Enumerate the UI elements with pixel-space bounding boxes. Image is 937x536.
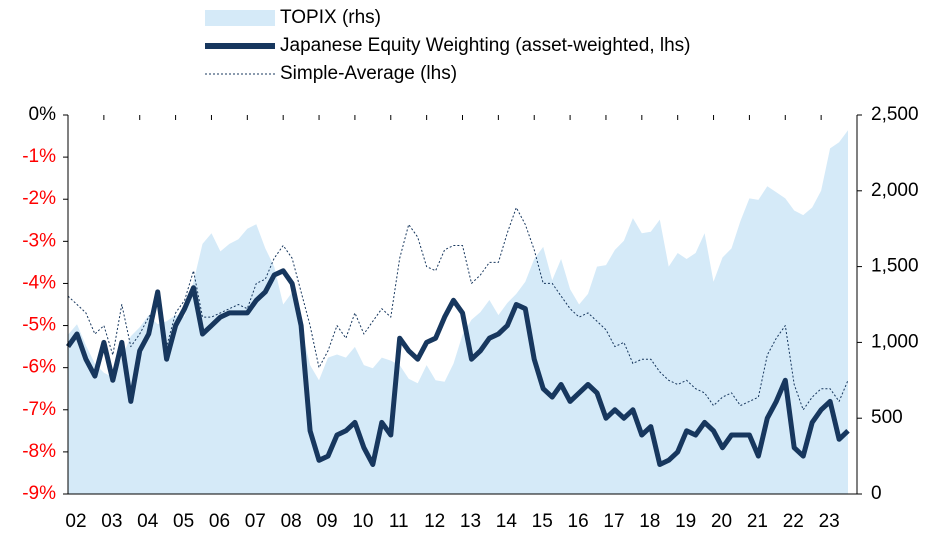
- y-tick-label: -5%: [22, 315, 56, 336]
- weighting-line: [65, 268, 850, 467]
- legend-label: Simple-Average (lhs): [280, 63, 457, 84]
- x-tick-label: 03: [101, 511, 122, 532]
- x-tick-label: 08: [281, 511, 302, 532]
- x-tick-label: 23: [819, 511, 840, 532]
- y2-tick-label: 2,000: [871, 180, 919, 201]
- y2-tick-label: 500: [871, 407, 903, 428]
- x-tick-label: 16: [568, 511, 589, 532]
- y2-tick-label: 1,000: [871, 331, 919, 352]
- y-tick-label: 0%: [29, 104, 57, 125]
- x-tick-label: 12: [424, 511, 445, 532]
- x-tick-label: 13: [460, 511, 481, 532]
- simple-average-line: [67, 207, 849, 411]
- y-tick-label: -9%: [22, 483, 56, 504]
- y-tick-label: -6%: [22, 357, 56, 378]
- y2-tick-label: 0: [871, 483, 882, 504]
- y-tick-label: -7%: [22, 399, 56, 420]
- x-tick-label: 17: [603, 511, 624, 532]
- x-tick-label: 05: [173, 511, 194, 532]
- x-tick-label: 10: [352, 511, 373, 532]
- x-tick-label: 22: [783, 511, 804, 532]
- x-tick-label: 15: [532, 511, 553, 532]
- legend-label: Japanese Equity Weighting (asset-weighte…: [280, 35, 691, 56]
- x-tick-label: 02: [65, 511, 86, 532]
- x-tick-label: 09: [316, 511, 337, 532]
- legend-swatch: [205, 10, 275, 26]
- y-tick-label: -8%: [22, 441, 56, 462]
- topix-area: [68, 130, 848, 494]
- x-tick-label: 07: [245, 511, 266, 532]
- x-tick-label: 18: [639, 511, 660, 532]
- x-tick-label: 20: [711, 511, 732, 532]
- x-tick-label: 19: [675, 511, 696, 532]
- y2-tick-label: 1,500: [871, 256, 919, 277]
- x-tick-label: 14: [496, 511, 518, 532]
- legend-label: TOPIX (rhs): [280, 7, 381, 28]
- y-tick-label: -2%: [22, 188, 56, 209]
- y-tick-label: -3%: [22, 230, 56, 251]
- y-tick-label: -4%: [22, 272, 56, 293]
- x-tick-label: 06: [209, 511, 230, 532]
- x-tick-label: 04: [137, 511, 159, 532]
- y-tick-label: -1%: [22, 146, 56, 167]
- y2-tick-label: 2,500: [871, 104, 919, 125]
- x-tick-label: 11: [389, 511, 409, 532]
- x-tick-label: 21: [747, 511, 768, 532]
